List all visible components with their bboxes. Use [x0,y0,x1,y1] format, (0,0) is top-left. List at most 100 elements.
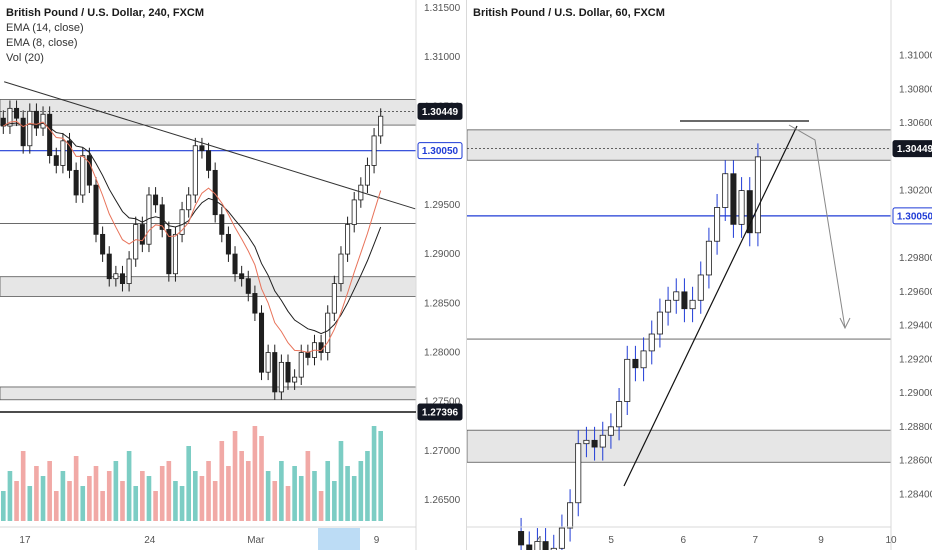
volume-bar [159,466,165,521]
volume-bar [226,466,231,521]
volume-bar [232,431,238,521]
price-tick-label: 1.29000 [424,249,461,260]
volume-bar [67,481,72,521]
volume-bar [199,476,205,521]
candle [80,155,86,196]
candle [285,361,291,383]
time-tick-label: 24 [144,535,156,546]
candle [722,173,729,208]
candle [113,273,119,280]
price-zone [467,129,892,161]
volume-bar [212,481,218,521]
chart-panel-240[interactable]: 1.315001.310001.305001.300001.295001.290… [0,0,466,550]
volume-bar [305,451,311,521]
candle [550,547,557,550]
descending-trendline [4,81,416,210]
volume-bar [351,476,357,521]
volume-bar [60,471,66,521]
volume-bar [140,471,145,521]
indicator-ema14[interactable]: EMA (14, close) [6,22,84,34]
volume-bar [259,436,264,521]
candle [47,113,53,157]
price-tick-label: 1.26500 [424,495,461,506]
candle [66,140,73,171]
candle [60,140,66,166]
price-tick-label: 1.28500 [424,298,461,309]
candle [681,291,688,310]
volume-bar [345,466,350,521]
price-badge [892,140,932,158]
price-tick-label: 1.31000 [424,52,461,63]
candle [126,258,132,284]
volume-bar [279,461,284,521]
candle [656,311,663,335]
candle [325,312,331,353]
chart-canvas-60[interactable]: 1.31000 1.30800 1.30600 1.30449 1.30200 1.300… [467,0,932,550]
price-badge-label: 1.27396 [422,407,459,418]
candle [338,253,344,284]
price-zone [0,276,417,297]
volume-bar [292,466,297,521]
candle [159,204,165,230]
volume-bar [252,426,258,521]
candle [252,293,258,314]
chart-panel-60[interactable]: 1.31000 1.30800 1.30600 1.30449 1.30200 1.300… [466,0,932,550]
time-tick-label: 9 [818,535,824,546]
volume-bar [219,441,225,521]
price-tick-label: 1.27500 [424,397,461,408]
price-tick-label: 1.30200 [899,186,932,197]
candle [746,190,753,234]
candle [665,299,672,313]
price-tick-label: 1.28600 [899,456,932,467]
candle [86,155,92,186]
price-badge [417,403,463,421]
candle [106,253,112,280]
candle [166,229,172,275]
price-zone [0,99,417,126]
volume-bar [318,491,324,521]
volume-bar [146,476,152,521]
price-tick-label: 1.28800 [899,422,932,433]
volume-bar [179,486,185,521]
volume-bar [14,481,19,521]
volume-bar [166,461,172,521]
price-tick-label: 1.28000 [424,348,461,359]
volume-bar [206,461,211,521]
indicator-volume[interactable]: Vol (20) [6,52,44,64]
volume-bar [365,451,370,521]
price-badge [417,142,463,160]
candle [7,107,13,127]
candle [232,253,238,275]
candle [575,443,582,504]
volume-bar [7,471,13,521]
price-tick-label: 1.30800 [899,84,932,95]
indicator-ema8[interactable]: EMA (8, close) [6,37,78,49]
ascending-trendline [623,125,798,487]
candle [73,169,79,196]
time-tick-label: 4 [536,535,542,546]
candle [591,439,598,448]
price-badge-label: 1.30050 [422,146,459,157]
candle [33,110,39,129]
price-tick-label: 1.29600 [899,287,932,298]
time-tick-label: 17 [19,535,31,546]
candle [139,224,145,245]
chart-canvas-240[interactable]: 1.315001.310001.305001.300001.295001.290… [0,0,466,550]
price-tick-label: 1.30600 [899,118,932,129]
time-tick-label: 10 [885,535,897,546]
candle [292,376,298,383]
legend-60: British Pound / U.S. Dollar, 60, FXCM [473,6,665,21]
volume-bar [285,486,291,521]
candle [192,145,198,196]
candle [14,107,20,119]
volume-bar [47,461,52,521]
volume-bar [265,471,271,521]
chart-title-60: British Pound / U.S. Dollar, 60, FXCM [473,7,665,19]
candle [199,145,205,152]
candle [364,165,370,186]
candle [278,361,284,393]
ema14-line [3,122,382,335]
volume-bar [186,446,191,521]
candle [705,240,712,276]
price-tick-label: 1.28400 [899,489,932,500]
